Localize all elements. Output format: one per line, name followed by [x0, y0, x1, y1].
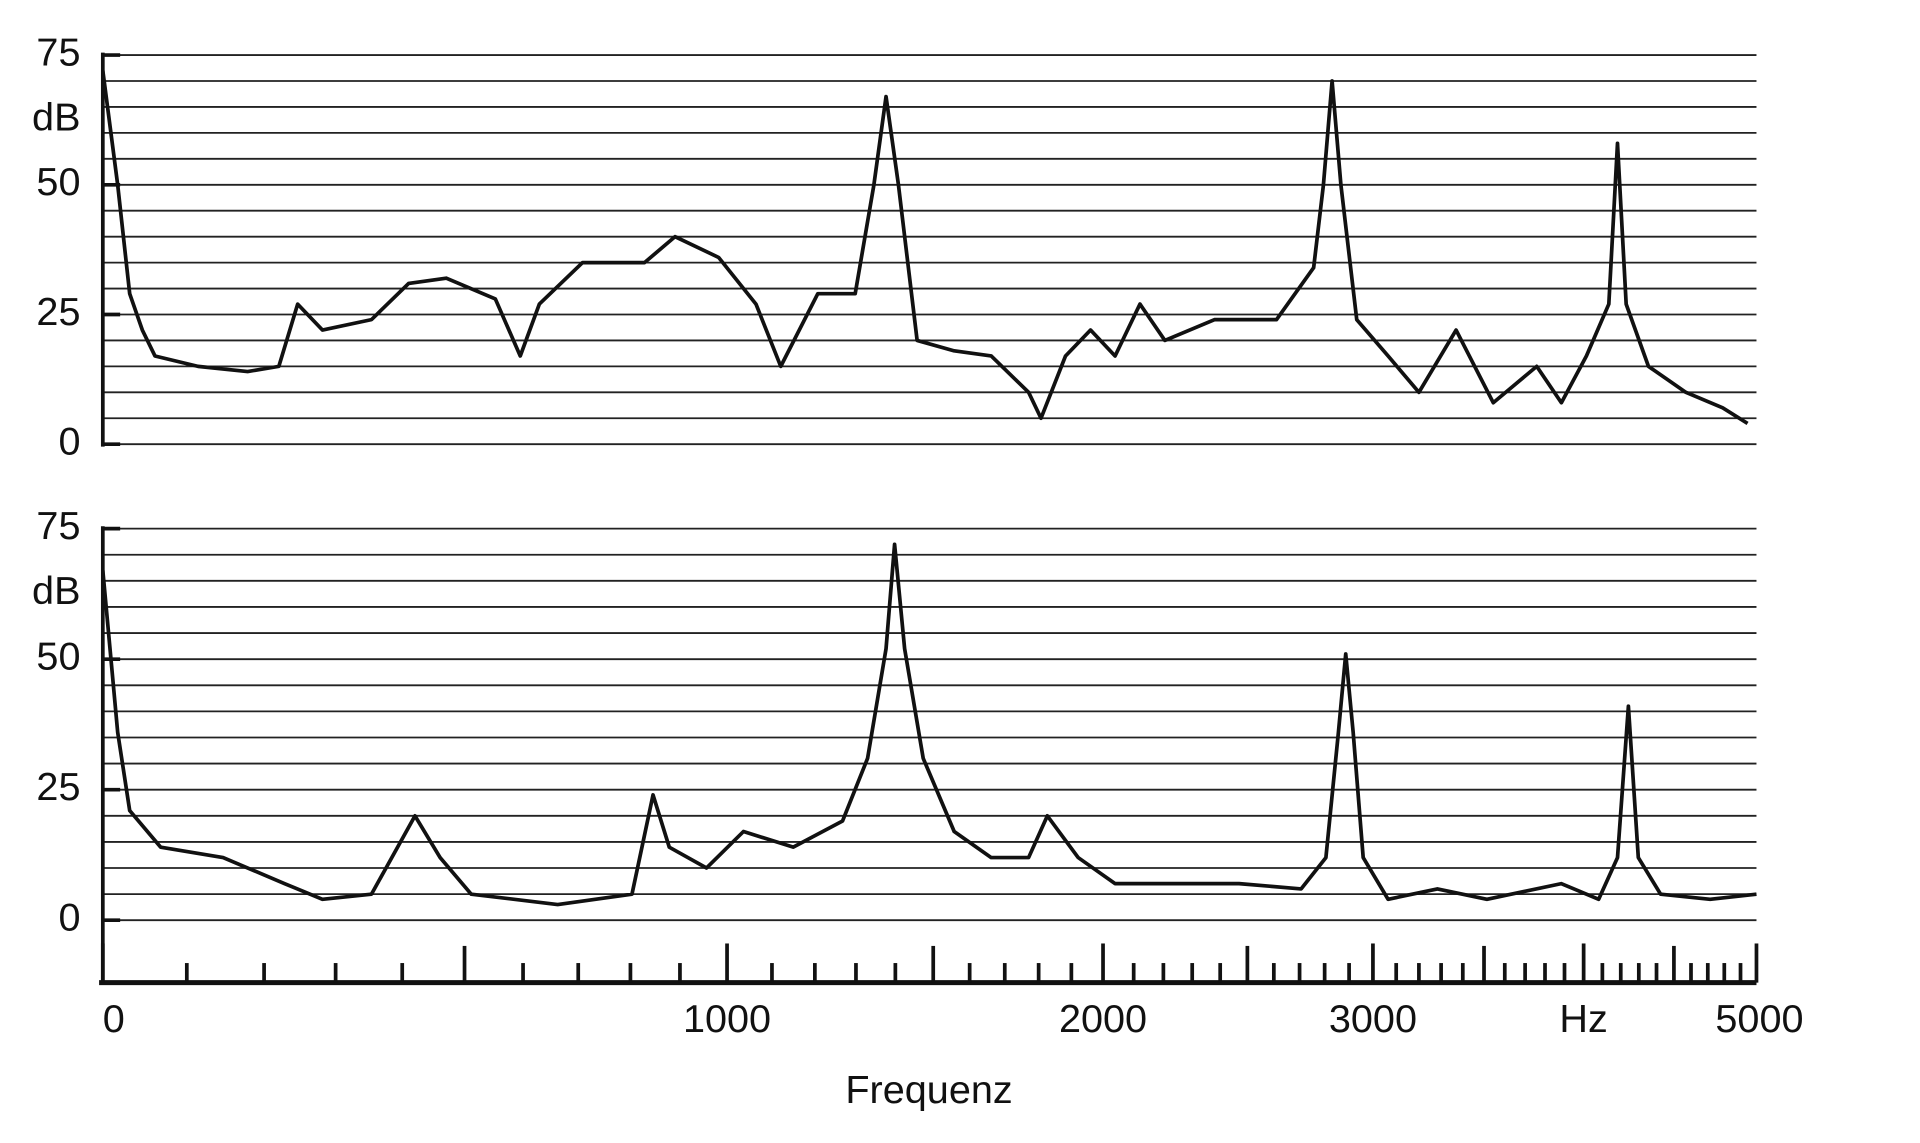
y-tick-label: 75 [36, 504, 80, 548]
x-tick-label: 3000 [1329, 997, 1417, 1041]
x-tick-label: 0 [103, 997, 125, 1041]
x-tick-label: 1000 [683, 997, 771, 1041]
y-tick-label: 25 [36, 765, 80, 809]
plot-area: 0 25 50 75 dB 0 25 50 75 dB 0 1000 2000 3000 Hz 5000 Fre… [32, 31, 1803, 1112]
y-tick-label: 25 [36, 290, 80, 334]
y-tick-label: 50 [36, 160, 80, 204]
y-tick-label: 75 [36, 31, 80, 75]
x-tick-label: Hz [1559, 997, 1607, 1041]
y-tick-label: 0 [58, 896, 80, 940]
y-axis-label: dB [32, 569, 80, 613]
spectrum-line [100, 542, 1757, 907]
y-tick-label: 50 [36, 635, 80, 679]
x-axis-label: Frequenz [845, 1068, 1012, 1112]
spectrum-line [100, 70, 1749, 425]
x-tick-label: 5000 [1715, 997, 1803, 1041]
y-tick-label: 0 [58, 420, 80, 464]
y-axis-label: dB [32, 95, 80, 139]
x-tick-label: 2000 [1059, 997, 1147, 1041]
